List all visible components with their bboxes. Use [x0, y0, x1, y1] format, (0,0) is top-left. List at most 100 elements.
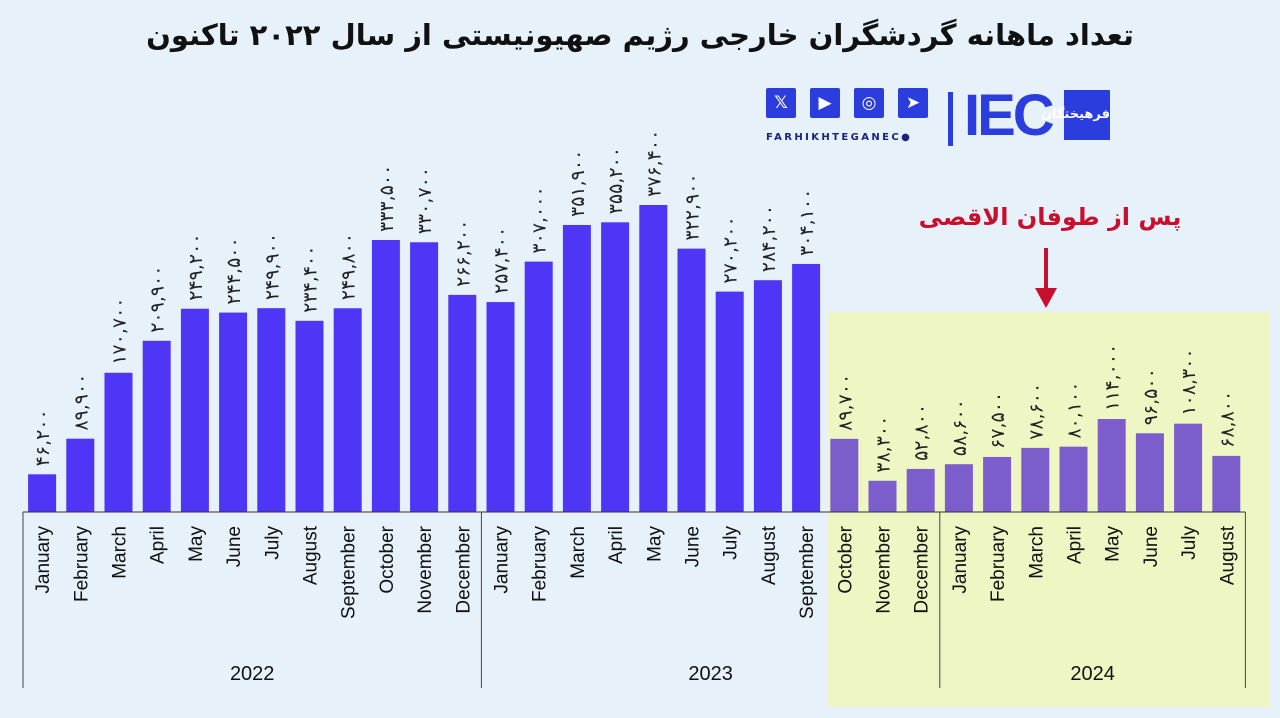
bar: [1059, 446, 1088, 512]
value-label: ۲۴۹,۲۰۰: [185, 233, 207, 300]
x-tick-label: March: [110, 526, 131, 579]
value-label: ۲۰۹,۹۰۰: [147, 266, 169, 333]
bar: [983, 456, 1012, 512]
value-label: ۲۴۹,۹۰۰: [261, 233, 283, 300]
bar: [448, 294, 477, 512]
instagram-icon: ◎: [854, 88, 884, 118]
x-tick-label: August: [759, 525, 780, 585]
value-label: ۵۲,۸۰۰: [911, 404, 933, 461]
bar: [142, 340, 171, 512]
annotation-arrow-head: [1035, 288, 1057, 308]
x-tick-label: May: [1103, 526, 1124, 562]
telegram-icon: ➤: [898, 88, 928, 118]
value-label: ۸۹,۹۰۰: [70, 374, 92, 431]
x-tick-label: September: [339, 525, 360, 619]
x-tick-label: July: [721, 526, 742, 560]
bar: [1135, 433, 1164, 512]
bar: [295, 320, 324, 512]
brand-divider: [948, 92, 953, 146]
youtube-icon: ▶: [810, 88, 840, 118]
x-tick-label: March: [1026, 526, 1047, 579]
x-tick-label: December: [912, 525, 933, 613]
bar: [639, 205, 668, 512]
x-tick-label: March: [568, 526, 589, 579]
value-label: ۵۸,۶۰۰: [949, 399, 971, 456]
bar: [1174, 423, 1203, 512]
x-tick-label: January: [950, 526, 971, 594]
chart-title: تعداد ماهانه گردشگران خارجی رژیم صهیونیس…: [146, 18, 1134, 52]
x-tick-label: June: [683, 526, 704, 567]
value-label: ۱۷۰,۷۰۰: [109, 297, 131, 364]
year-label: 2022: [230, 663, 275, 685]
bar: [66, 438, 95, 512]
x-tick-label: December: [453, 525, 474, 613]
bar: [1097, 419, 1126, 512]
value-label: ۲۴۹,۸۰۰: [338, 233, 360, 300]
value-label: ۸۹,۷۰۰: [834, 374, 856, 431]
x-tick-label: February: [988, 526, 1009, 603]
value-label: ۳۵۱,۹۰۰: [567, 150, 589, 217]
bar: [601, 222, 630, 512]
value-label: ۲۷۰,۲۰۰: [720, 216, 742, 283]
value-label: ۳۸,۳۰۰: [873, 416, 895, 473]
bar: [219, 312, 248, 512]
bar: [410, 242, 439, 512]
value-label: ۷۸,۶۰۰: [1025, 383, 1047, 440]
x-tick-label: July: [1179, 526, 1200, 560]
x-tick-label: April: [606, 526, 627, 564]
bar: [333, 308, 362, 512]
bar: [906, 468, 935, 512]
year-label: 2024: [1070, 663, 1115, 685]
value-label: ۶۷,۵۰۰: [987, 392, 1009, 449]
value-label: ۳۷۶,۴۰۰: [643, 130, 665, 197]
bar: [371, 239, 400, 512]
value-label: ۳۰۴,۱۰۰: [796, 189, 818, 256]
value-label: ۴۶,۲۰۰: [32, 409, 54, 466]
year-label: 2023: [688, 663, 733, 685]
value-label: ۲۵۷,۴۰۰: [491, 227, 513, 294]
value-label: ۱۱۴,۰۰۰: [1102, 344, 1124, 411]
value-label: ۲۸۴,۲۰۰: [758, 205, 780, 272]
value-label: ۲۴۴,۵۰۰: [223, 237, 245, 304]
x-tick-label: January: [33, 526, 54, 594]
x-tick-label: April: [1065, 526, 1086, 564]
bar: [524, 261, 553, 512]
x-tick-label: January: [492, 526, 513, 594]
bar: [104, 372, 133, 512]
bar: [180, 308, 209, 512]
bar: [677, 248, 706, 513]
bar: [944, 464, 973, 512]
value-label: ۳۵۵,۲۰۰: [605, 147, 627, 214]
value-label: ۸۰,۱۰۰: [1064, 382, 1086, 439]
x-tick-label: April: [148, 526, 169, 564]
x-tick-label: May: [644, 526, 665, 562]
bar: [562, 224, 591, 512]
value-label: ۲۶۶,۲۰۰: [452, 220, 474, 287]
x-tick-label: February: [530, 526, 551, 603]
x-tick-label: February: [71, 526, 92, 603]
x-tick-label: May: [186, 526, 207, 562]
bar: [486, 302, 515, 512]
x-tick-label: June: [224, 526, 245, 567]
bar: [715, 291, 744, 512]
value-label: ۳۳۳,۵۰۰: [376, 165, 398, 232]
x-tick-label: August: [1217, 525, 1238, 585]
bar: [792, 263, 821, 512]
value-label: ۹۶,۵۰۰: [1140, 368, 1162, 425]
value-label: ۳۳۰,۷۰۰: [414, 167, 436, 234]
x-tick-label: August: [301, 525, 322, 585]
bar: [257, 308, 286, 512]
brand-badge: فرهیختگان: [1041, 90, 1110, 140]
bar: [868, 480, 897, 512]
x-tick-label: July: [262, 526, 283, 560]
bar: [28, 474, 57, 512]
value-label: ۶۸,۸۰۰: [1216, 391, 1238, 448]
x-tick-label: June: [1141, 526, 1162, 567]
bar: [1021, 447, 1050, 512]
x-tick-label: November: [415, 525, 436, 613]
x-tick-label: November: [874, 525, 895, 613]
value-label: ۲۳۴,۴۰۰: [300, 246, 322, 313]
annotation-label: پس از طوفان الاقصی: [918, 203, 1182, 231]
brand-mark: IEC: [964, 83, 1055, 148]
